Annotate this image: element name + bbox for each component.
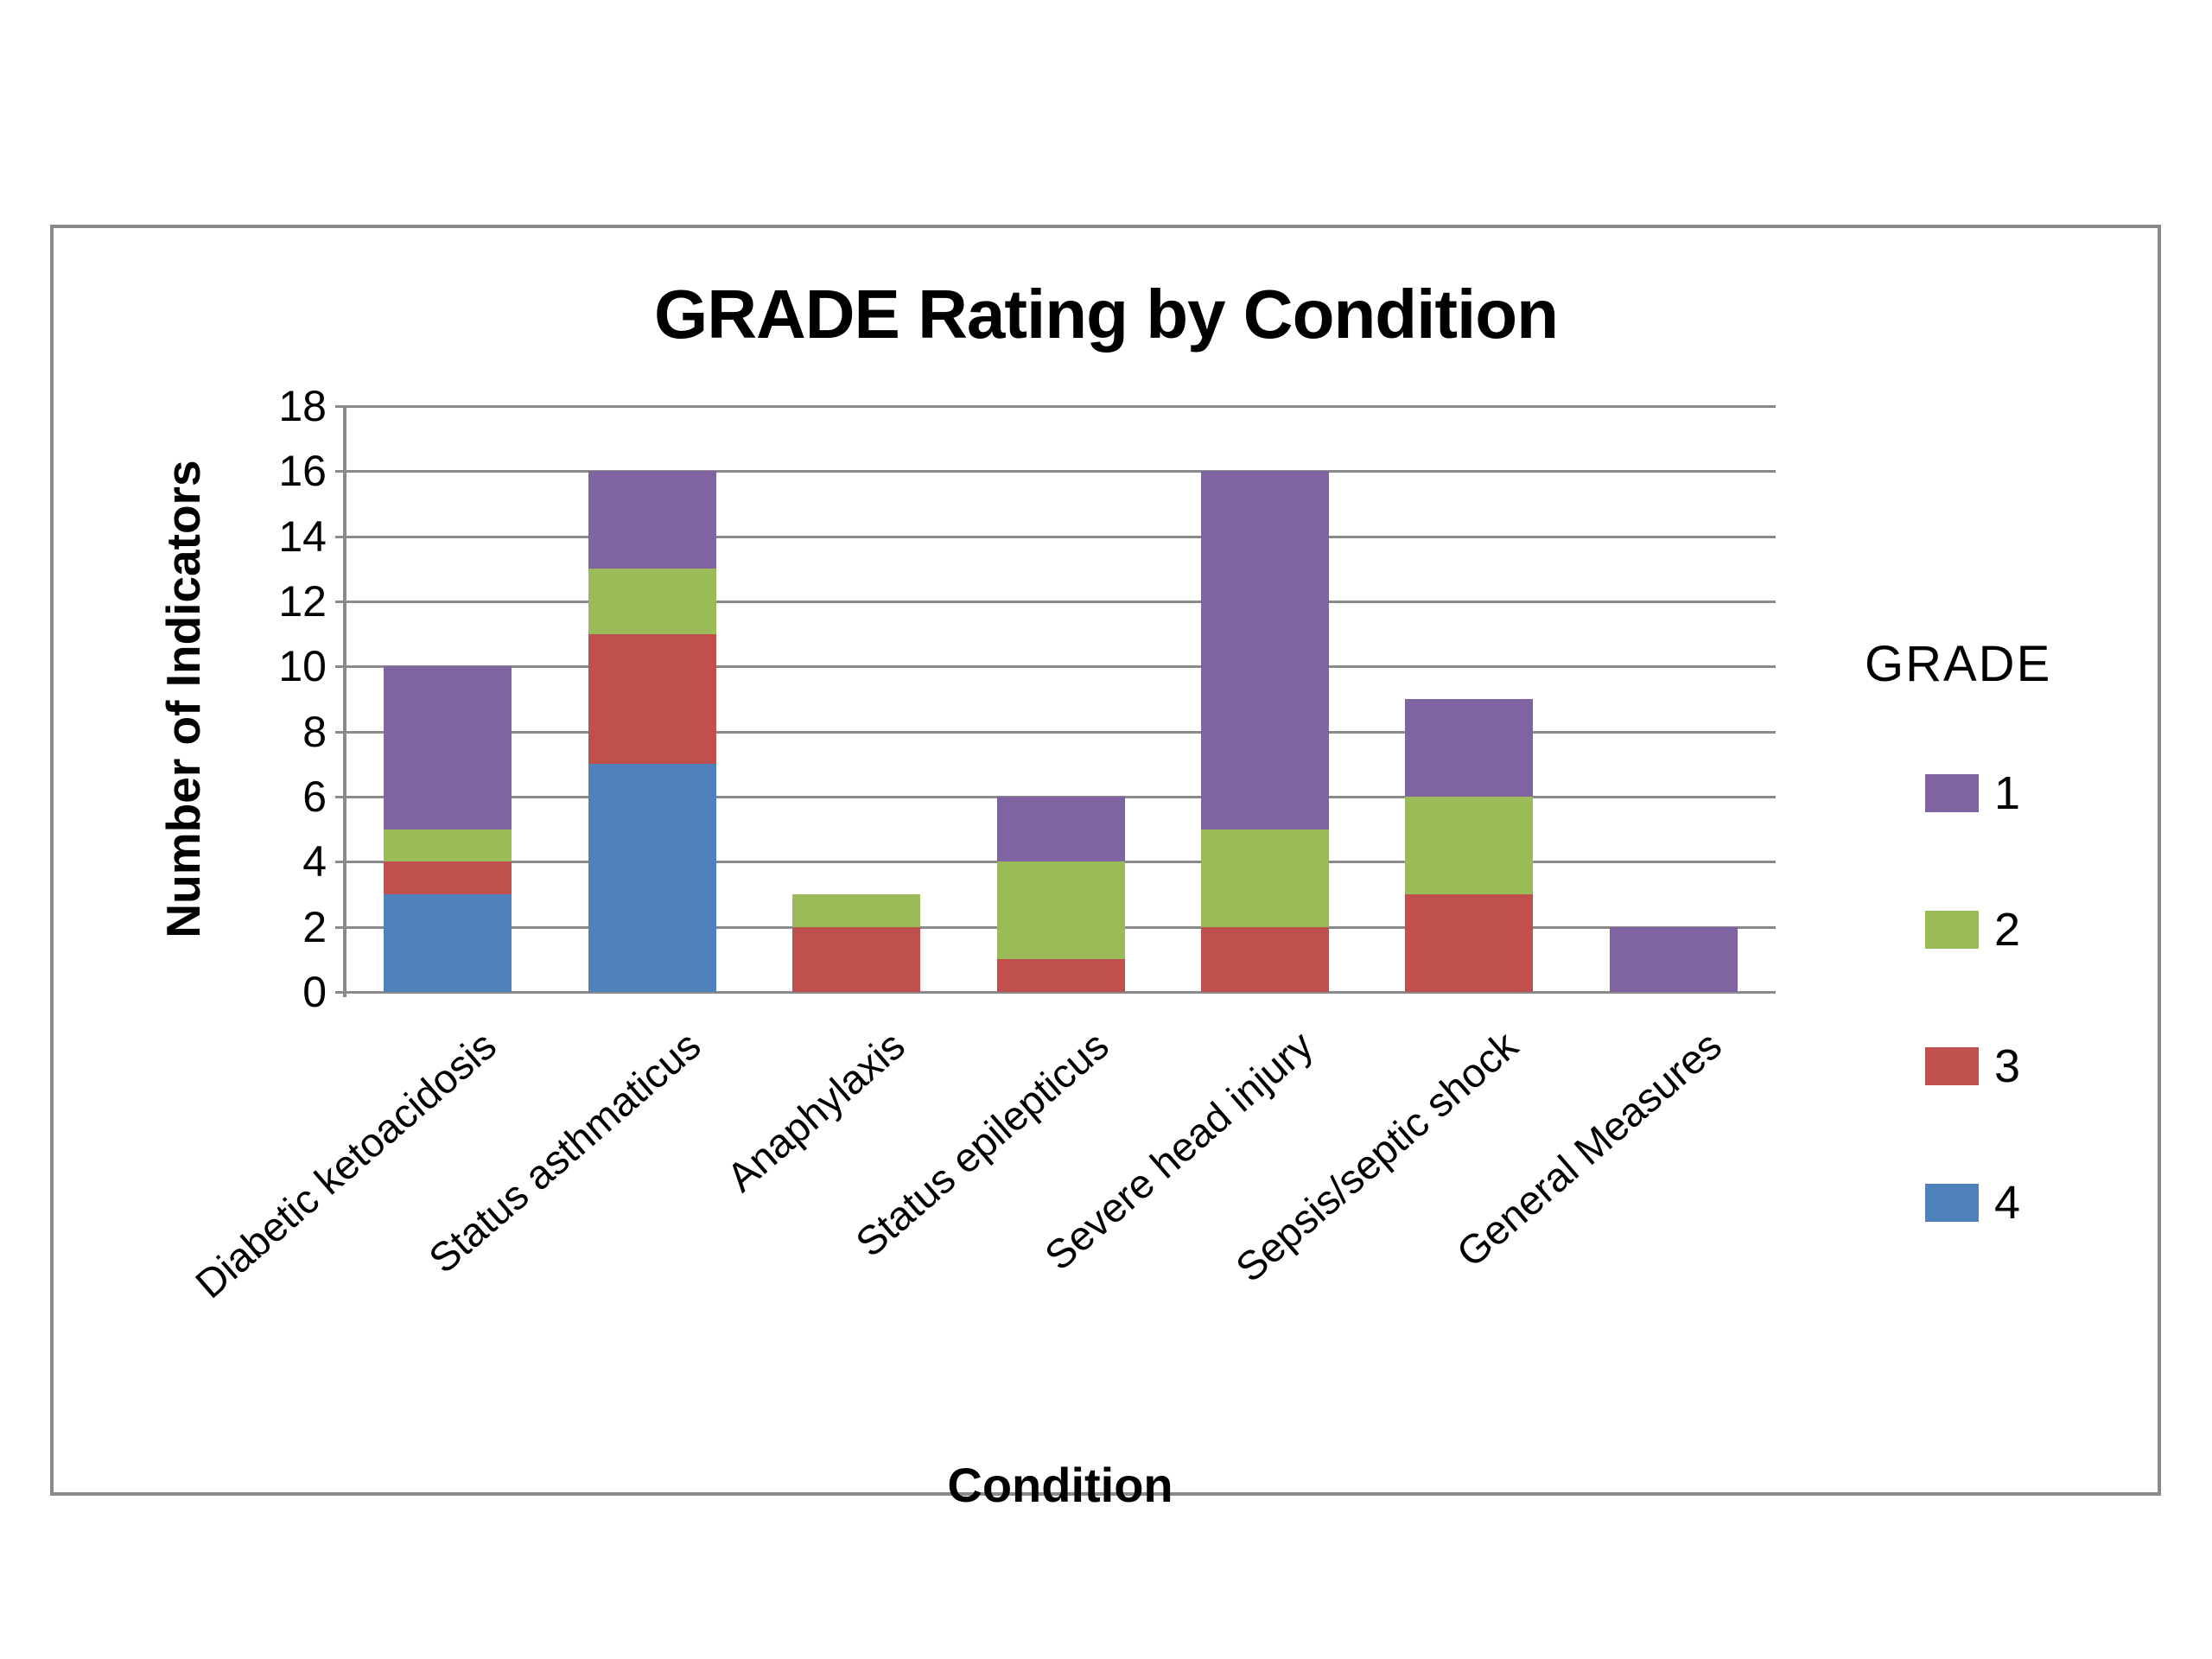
bar-segment-grade1-cat2 — [588, 471, 716, 569]
y-tick-label-10: 10 — [278, 642, 327, 691]
gridline-y18 — [346, 405, 1776, 408]
legend-title: GRADE — [1865, 636, 2052, 692]
y-tickmark-18 — [335, 405, 346, 408]
bar-segment-grade2-cat4 — [996, 861, 1125, 960]
gridline-y14 — [346, 535, 1776, 538]
y-tickmark-2 — [335, 925, 346, 929]
legend: GRADE 1 2 3 4 — [1840, 635, 2152, 1315]
gridline-y8 — [346, 730, 1776, 734]
gridline-y16 — [346, 470, 1776, 474]
legend-swatch-grade-2 — [1925, 911, 1979, 949]
bar-segment-grade2-cat2 — [588, 569, 716, 634]
bar-segment-grade3-cat2 — [588, 633, 716, 765]
y-tickmark-0 — [335, 991, 346, 994]
bar-segment-grade1-cat7 — [1609, 926, 1738, 992]
y-tick-label-0: 0 — [302, 968, 327, 1016]
y-axis-line — [343, 406, 346, 997]
legend-item-grade-4: 4 — [1840, 1179, 2152, 1227]
y-tick-label-14: 14 — [278, 512, 327, 561]
gridline-y12 — [346, 601, 1776, 603]
y-tick-label-8: 8 — [302, 707, 327, 756]
bar-segment-grade1-cat6 — [1405, 699, 1534, 797]
bar-segment-grade1-cat4 — [996, 797, 1125, 862]
bar-segment-grade4-cat2 — [588, 764, 716, 992]
legend-item-grade-1: 1 — [1840, 769, 2152, 817]
gridline-y10 — [346, 665, 1776, 669]
bar-segment-grade2-cat5 — [1200, 829, 1329, 927]
bar-segment-grade2-cat3 — [792, 894, 921, 927]
y-tick-label-12: 12 — [278, 577, 327, 626]
x-axis-title: Condition — [947, 1458, 1173, 1512]
y-tickmark-6 — [335, 796, 346, 798]
legend-label-grade-4: 4 — [1994, 1177, 2021, 1229]
chart-title: GRADE Rating by Condition — [653, 276, 1559, 353]
legend-item-grade-2: 2 — [1840, 906, 2152, 954]
y-tickmark-10 — [335, 665, 346, 669]
y-tick-label-16: 16 — [278, 447, 327, 496]
legend-swatch-grade-3 — [1925, 1047, 1979, 1085]
bar-segment-grade1-cat1 — [384, 666, 512, 830]
bar-segment-grade2-cat1 — [384, 829, 512, 862]
bar-segment-grade3-cat3 — [792, 926, 921, 992]
y-tick-label-18: 18 — [278, 382, 327, 430]
y-tickmark-4 — [335, 861, 346, 864]
legend-label-grade-3: 3 — [1994, 1040, 2021, 1092]
bar-segment-grade4-cat1 — [384, 894, 512, 992]
bar-segment-grade3-cat6 — [1405, 894, 1534, 992]
bar-segment-grade3-cat5 — [1200, 926, 1329, 992]
y-tick-label-6: 6 — [302, 772, 327, 821]
bar-segment-grade3-cat4 — [996, 959, 1125, 992]
legend-label-grade-1: 1 — [1994, 767, 2021, 819]
bar-segment-grade1-cat5 — [1200, 471, 1329, 830]
legend-item-grade-3: 3 — [1840, 1042, 2152, 1090]
y-axis-title: Number of Indicators — [156, 460, 210, 938]
y-tick-label-4: 4 — [302, 837, 327, 887]
gridline-y0 — [346, 991, 1776, 994]
bar-segment-grade2-cat6 — [1405, 797, 1534, 894]
legend-swatch-grade-1 — [1925, 774, 1979, 812]
legend-items: 1 2 3 4 — [1840, 769, 2152, 1227]
y-tick-label-2: 2 — [302, 902, 327, 951]
y-tickmark-14 — [335, 535, 346, 538]
y-tickmark-8 — [335, 730, 346, 734]
bar-segment-grade3-cat1 — [384, 861, 512, 894]
y-tickmark-12 — [335, 601, 346, 603]
legend-label-grade-2: 2 — [1994, 904, 2021, 956]
legend-swatch-grade-4 — [1925, 1184, 1979, 1222]
y-tickmark-16 — [335, 470, 346, 474]
